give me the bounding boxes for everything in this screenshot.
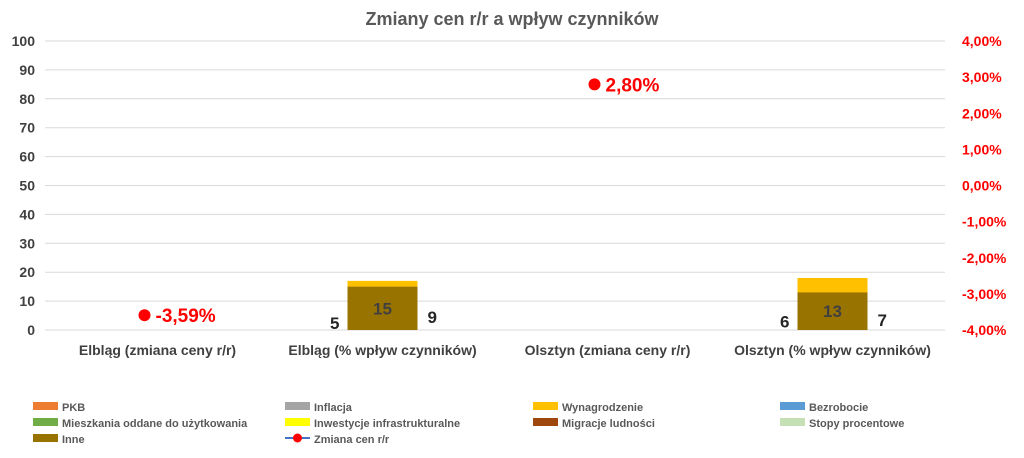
gridlines: [45, 40, 945, 331]
bar-segment: [347, 286, 418, 330]
legend-item: Mieszkania oddane do użytkowania: [33, 418, 248, 430]
legend-label: Zmiana cen r/r: [314, 434, 390, 446]
price-change-point: [588, 78, 601, 91]
y-tick-label: 30: [19, 235, 35, 251]
y2-tick-label: -3,00%: [962, 286, 1007, 302]
legend-label: Bezrobocie: [809, 402, 868, 414]
legend-swatch: [533, 418, 558, 426]
legend-label: Migracje ludności: [562, 418, 655, 430]
bar-segment: [797, 292, 868, 330]
y-tick-label: 40: [19, 206, 35, 222]
segment-label: 5: [330, 314, 339, 333]
legend-item: Bezrobocie: [780, 402, 868, 414]
legend-swatch: [33, 434, 58, 442]
legend-swatch-marker: [293, 433, 302, 443]
legend-item: Inflacja: [285, 402, 353, 414]
legend-label: Inne: [62, 434, 85, 446]
legend-swatch: [285, 402, 310, 410]
price-change-label: -3,59%: [156, 306, 216, 327]
legend-swatch: [285, 418, 310, 426]
price-change-markers: -3,59% 2,80%: [138, 75, 660, 327]
y2-tick-label: -4,00%: [962, 322, 1007, 338]
legend: PKB Inflacja Wynagrodzenie Bezrobocie Mieszk…: [33, 402, 904, 446]
legend-swatch: [533, 402, 558, 410]
y2-tick-label: -1,00%: [962, 214, 1007, 230]
legend-label: Mieszkania oddane do użytkowania: [62, 418, 248, 430]
segment-label: 15: [373, 299, 392, 318]
y2-tick-label: -2,00%: [962, 250, 1007, 266]
segment-label: 7: [878, 311, 887, 330]
y-tick-label: 100: [12, 33, 36, 49]
category-label: Olsztyn (zmiana ceny r/r): [525, 342, 691, 358]
legend-label: PKB: [62, 402, 85, 414]
legend-swatch: [780, 402, 805, 410]
y2-tick-label: 1,00%: [962, 141, 1002, 157]
legend-label: Stopy procentowe: [809, 418, 904, 430]
y-tick-label: 20: [19, 264, 35, 280]
y-tick-label: 70: [19, 120, 35, 136]
legend-item: Wynagrodzenie: [533, 402, 643, 414]
y-tick-label: 50: [19, 178, 35, 194]
legend-item: Inne: [33, 434, 85, 446]
segment-label: 6: [780, 312, 789, 331]
price-change-point: [138, 309, 151, 322]
y-tick-label: 0: [27, 322, 35, 338]
y2-tick-label: 3,00%: [962, 69, 1002, 85]
legend-label: Wynagrodzenie: [562, 402, 643, 414]
right-axis: -4,00% -3,00% -2,00% -1,00% 0,00% 1,00% 2,00% 3…: [962, 33, 1007, 338]
price-change-label: 2,80%: [606, 75, 660, 96]
legend-item: Migracje ludności: [533, 418, 655, 430]
legend-swatch: [780, 418, 805, 426]
category-label: Elbląg (% wpływ czynników): [288, 342, 476, 358]
chart-title: Zmiany cen r/r a wpływ czynników: [365, 9, 659, 29]
y-tick-label: 60: [19, 149, 35, 165]
legend-item: Inwestycje infrastrukturalne: [285, 418, 460, 430]
category-label: Elbląg (zmiana ceny r/r): [79, 342, 236, 358]
stacked-bars: 161517986951517141881077613: [330, 277, 887, 333]
left-axis: 0 10 20 30 40 50 60 70 80 90 100: [12, 33, 36, 338]
y2-tick-label: 0,00%: [962, 178, 1002, 194]
legend-swatch: [33, 418, 58, 426]
legend-item: Stopy procentowe: [780, 418, 904, 430]
y-tick-label: 10: [19, 293, 35, 309]
y2-tick-label: 2,00%: [962, 105, 1002, 121]
legend-label: Inflacja: [314, 402, 353, 414]
y-tick-label: 90: [19, 62, 35, 78]
legend-label: Inwestycje infrastrukturalne: [314, 418, 460, 430]
legend-swatch: [33, 402, 58, 410]
segment-label: 13: [823, 302, 842, 321]
y2-tick-label: 4,00%: [962, 33, 1002, 49]
y-tick-label: 80: [19, 91, 35, 107]
legend-item: Zmiana cen r/r: [285, 433, 390, 446]
segment-label: 9: [428, 308, 437, 327]
x-axis: Elbląg (zmiana ceny r/r) Elbląg (% wpływ …: [79, 342, 931, 358]
legend-item: PKB: [33, 402, 85, 414]
category-label: Olsztyn (% wpływ czynników): [734, 342, 931, 358]
